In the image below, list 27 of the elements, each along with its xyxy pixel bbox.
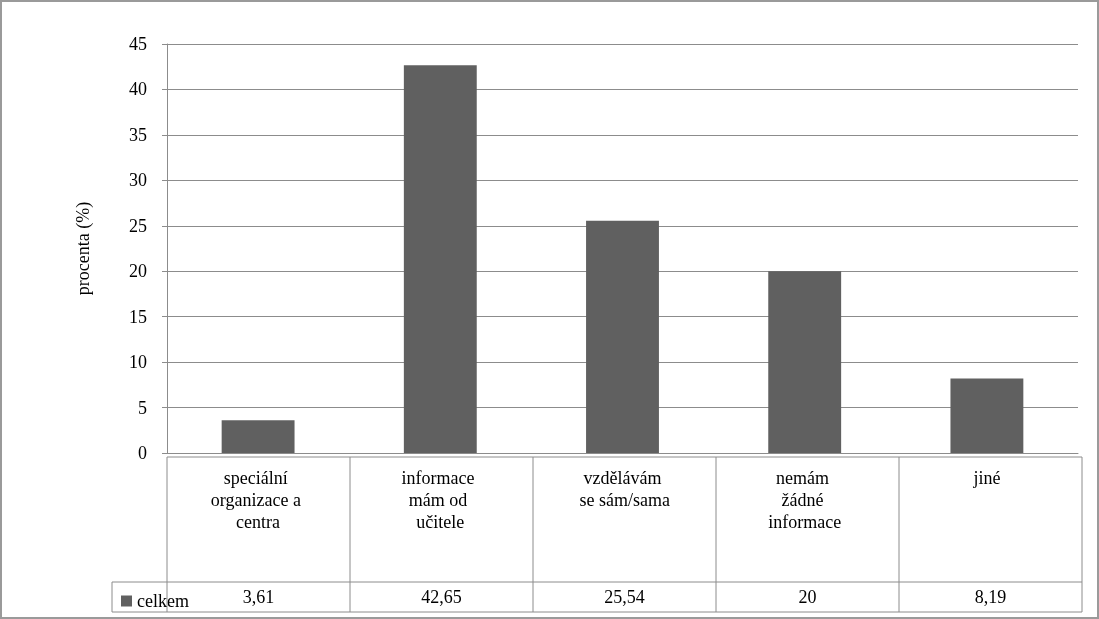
bar [221, 420, 295, 453]
x-tick-label: nemám žádné informace [768, 468, 842, 532]
y-tick-label: 45 [129, 34, 147, 54]
data-label: 20 [798, 587, 817, 607]
x-tick-label: informace mám od učitele [401, 468, 480, 532]
x-tick-label: vzdělávám se sám/sama [575, 468, 670, 510]
y-tick-label: 35 [129, 124, 147, 145]
data-label: 8,19 [974, 587, 1007, 607]
y-tick-label: 0 [138, 443, 147, 463]
y-tick-label: 25 [129, 215, 147, 236]
legend-label: celkem [137, 591, 189, 611]
x-tick-label: speciální organizace a centra [210, 468, 306, 532]
data-label: 25,54 [604, 587, 645, 607]
y-tick-label: 40 [129, 79, 147, 100]
y-axis-title: procenta (%) [73, 201, 94, 296]
y-tick-label: 5 [138, 397, 147, 418]
y-tick-label: 30 [129, 170, 147, 191]
data-label: 3,61 [242, 587, 275, 607]
data-label: 42,65 [421, 587, 462, 607]
bar [950, 378, 1024, 453]
y-tick-label: 10 [129, 352, 147, 373]
bar [768, 271, 842, 453]
bar [403, 65, 477, 453]
x-tick-label: jiné [972, 468, 1001, 488]
y-tick-label: 20 [129, 261, 147, 282]
bar [586, 220, 659, 453]
y-tick-label: 15 [129, 306, 147, 327]
